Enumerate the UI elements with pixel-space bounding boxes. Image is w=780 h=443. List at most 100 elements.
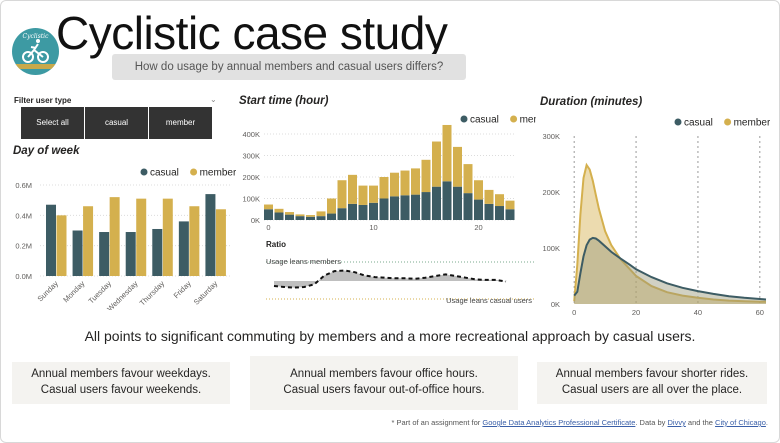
bar-member-hour-13[interactable] (400, 170, 410, 196)
bar-casual-hour-10[interactable] (369, 202, 378, 220)
bar-casual-hour-15[interactable] (421, 192, 431, 220)
bar-member-hour-8[interactable] (348, 174, 357, 204)
bar-member-monday[interactable] (83, 206, 94, 276)
bar-casual-hour-21[interactable] (484, 203, 494, 220)
bar-member-hour-10[interactable] (369, 185, 378, 203)
page-subtitle: How do usage by annual members and casua… (112, 54, 466, 80)
y-tick-label: 200K (542, 188, 560, 197)
x-tick-label: Friday (172, 279, 193, 300)
bar-casual-thursday[interactable] (152, 228, 163, 276)
bar-casual-hour-5[interactable] (316, 216, 326, 220)
bar-member-wednesday[interactable] (136, 198, 147, 276)
ratio-chart: Ratio Usage leans members Usage leans ca… (266, 240, 534, 305)
y-tick-label: 400K (242, 130, 260, 139)
bar-member-hour-6[interactable] (327, 198, 336, 214)
bar-casual-hour-23[interactable] (505, 209, 515, 220)
bar-member-hour-0[interactable] (264, 204, 273, 210)
bar-member-hour-3[interactable] (295, 214, 305, 217)
insight-card-weekdays: Annual members favour weekdays. Casual u… (12, 362, 230, 404)
day-of-week-title: Day of week (13, 145, 80, 157)
bar-casual-hour-0[interactable] (264, 209, 273, 220)
insight-card-hours: Annual members favour office hours. Casu… (250, 356, 518, 410)
legend-label: casual (684, 118, 713, 129)
footer-link-chicago[interactable]: City of Chicago (715, 418, 766, 427)
bar-member-hour-14[interactable] (411, 168, 420, 195)
chevron-down-icon[interactable]: ⌄ (210, 95, 217, 104)
bar-casual-hour-11[interactable] (379, 198, 389, 221)
bar-member-friday[interactable] (189, 206, 200, 276)
x-tick-label: 40 (694, 308, 702, 317)
bar-casual-hour-3[interactable] (295, 216, 305, 220)
bar-member-hour-4[interactable] (306, 215, 315, 217)
legend-marker (190, 168, 198, 176)
bar-casual-hour-16[interactable] (432, 186, 441, 220)
filter-member-button[interactable]: member (149, 107, 212, 139)
filter-select-all-button[interactable]: Select all (21, 107, 84, 139)
bar-casual-wednesday[interactable] (125, 232, 136, 276)
footer-link-certificate[interactable]: Google Data Analytics Professional Certi… (482, 418, 636, 427)
bar-member-hour-1[interactable] (274, 208, 284, 213)
bar-casual-hour-1[interactable] (274, 212, 284, 220)
y-tick-label: 300K (542, 132, 560, 141)
x-tick-label: Thursday (138, 279, 167, 308)
bar-casual-hour-12[interactable] (390, 196, 399, 220)
bar-member-tuesday[interactable] (109, 197, 120, 276)
x-tick-label: 20 (632, 308, 640, 317)
x-tick-label: 0 (572, 308, 576, 317)
bar-member-hour-17[interactable] (442, 124, 452, 182)
bar-casual-tuesday[interactable] (99, 232, 110, 276)
bar-casual-hour-4[interactable] (306, 216, 315, 220)
bar-casual-saturday[interactable] (205, 194, 216, 276)
y-tick-label: 0.4M (15, 211, 32, 220)
bar-casual-hour-6[interactable] (327, 213, 336, 220)
bar-casual-hour-9[interactable] (358, 204, 368, 220)
bar-casual-hour-19[interactable] (463, 193, 473, 220)
x-tick-label: Saturday (192, 279, 220, 307)
insight-line: Casual users are all over the place. (561, 384, 743, 396)
bar-casual-hour-13[interactable] (400, 195, 410, 220)
legend-marker (510, 115, 518, 123)
bar-member-hour-16[interactable] (432, 141, 441, 187)
bar-member-hour-19[interactable] (463, 164, 473, 194)
bar-member-hour-2[interactable] (285, 212, 294, 215)
bar-member-hour-15[interactable] (421, 159, 431, 193)
bar-member-sunday[interactable] (56, 215, 67, 276)
bar-member-hour-9[interactable] (358, 185, 368, 205)
bar-casual-monday[interactable] (72, 230, 83, 277)
legend-label: member (734, 118, 770, 129)
bar-casual-sunday[interactable] (46, 204, 56, 276)
bar-casual-hour-20[interactable] (474, 199, 483, 220)
bar-member-hour-20[interactable] (474, 180, 483, 200)
bar-casual-hour-18[interactable] (453, 186, 462, 220)
y-tick-label: 0K (551, 300, 560, 309)
bar-member-saturday[interactable] (215, 209, 226, 276)
bar-casual-hour-17[interactable] (442, 181, 452, 220)
y-tick-label: 0.2M (15, 242, 32, 251)
bar-member-hour-7[interactable] (337, 180, 347, 209)
legend-marker (460, 115, 468, 123)
filter-casual-button[interactable]: casual (85, 107, 148, 139)
bar-member-hour-22[interactable] (495, 194, 504, 207)
bar-member-hour-11[interactable] (379, 177, 389, 199)
bar-casual-hour-22[interactable] (495, 206, 504, 220)
bar-member-hour-12[interactable] (390, 172, 399, 197)
x-tick-label: 60 (756, 308, 764, 317)
bar-member-hour-23[interactable] (505, 200, 515, 210)
bar-casual-friday[interactable] (178, 221, 189, 276)
conclusion-text: All points to significant commuting by m… (84, 328, 696, 344)
ratio-line (273, 269, 507, 289)
bar-casual-hour-7[interactable] (337, 208, 347, 220)
footer-credits: * Part of an assignment for Google Data … (0, 418, 769, 427)
bar-casual-hour-8[interactable] (348, 203, 357, 220)
footer-link-divvy[interactable]: Divvy (667, 418, 686, 427)
bar-casual-hour-14[interactable] (411, 194, 420, 220)
bar-member-hour-5[interactable] (316, 211, 326, 217)
bar-casual-hour-2[interactable] (285, 214, 294, 220)
bar-member-thursday[interactable] (162, 198, 173, 276)
bar-member-hour-18[interactable] (453, 146, 462, 187)
area-casual (574, 237, 766, 304)
ratio-annotation-members: Usage leans members (266, 257, 341, 266)
y-tick-label: 0.6M (15, 181, 32, 190)
bar-member-hour-21[interactable] (484, 189, 494, 204)
